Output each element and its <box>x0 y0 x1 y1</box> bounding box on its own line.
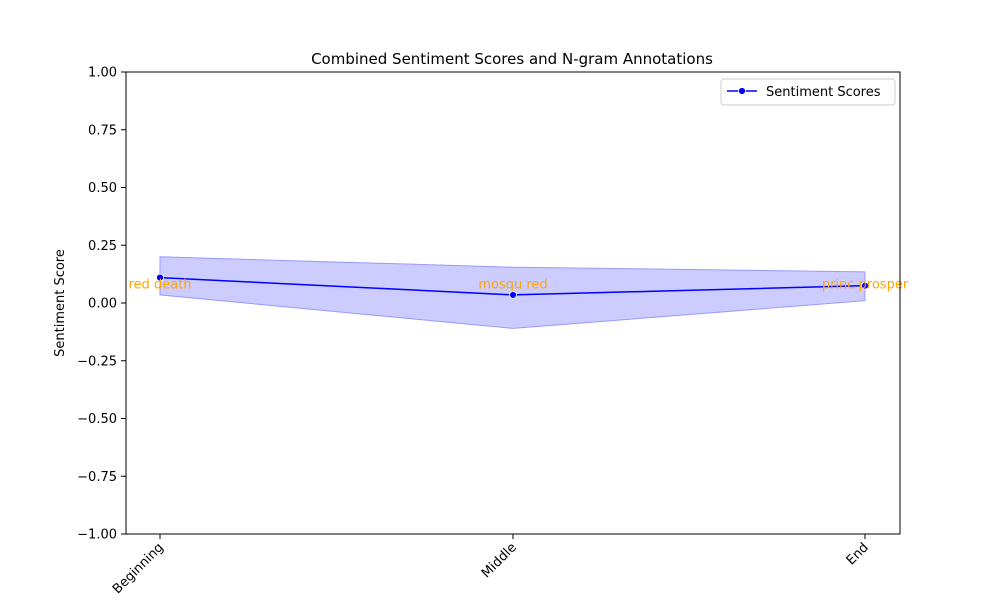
annotation-end: princ prosper <box>822 278 909 293</box>
plot-area: red death mosqu red princ prosper 1.00 0.75 0… <box>77 66 909 598</box>
data-point-middle <box>509 291 517 299</box>
annotation-middle: mosqu red <box>478 278 547 293</box>
legend-point-marker <box>738 87 746 95</box>
y-tick-label: 1.00 <box>88 66 117 81</box>
x-tick-label-end: End <box>844 540 872 568</box>
y-tick-label: 0.75 <box>88 123 117 138</box>
chart-title: Combined Sentiment Scores and N-gram Ann… <box>311 50 713 68</box>
y-tick-label: −0.50 <box>77 412 117 427</box>
y-tick-label: 0.25 <box>88 239 117 254</box>
x-tick-label-beginning: Beginning <box>110 540 167 597</box>
legend-box <box>720 78 896 106</box>
legend: Sentiment Scores <box>720 78 896 106</box>
data-point-end <box>861 281 869 290</box>
y-axis-label: Sentiment Score <box>53 249 68 357</box>
y-tick-label: −0.75 <box>77 470 117 485</box>
y-tick-label: −1.00 <box>77 528 117 543</box>
annotation-beginning: red death <box>129 278 192 293</box>
y-tick-label: 0.50 <box>88 181 117 196</box>
y-tick-label: 0.00 <box>88 297 117 312</box>
x-tick-label-middle: Middle <box>479 540 520 581</box>
legend-label-sentiment-scores: Sentiment Scores <box>766 85 881 100</box>
data-point-beginning <box>156 273 164 282</box>
y-tick-label: −0.25 <box>77 354 117 369</box>
